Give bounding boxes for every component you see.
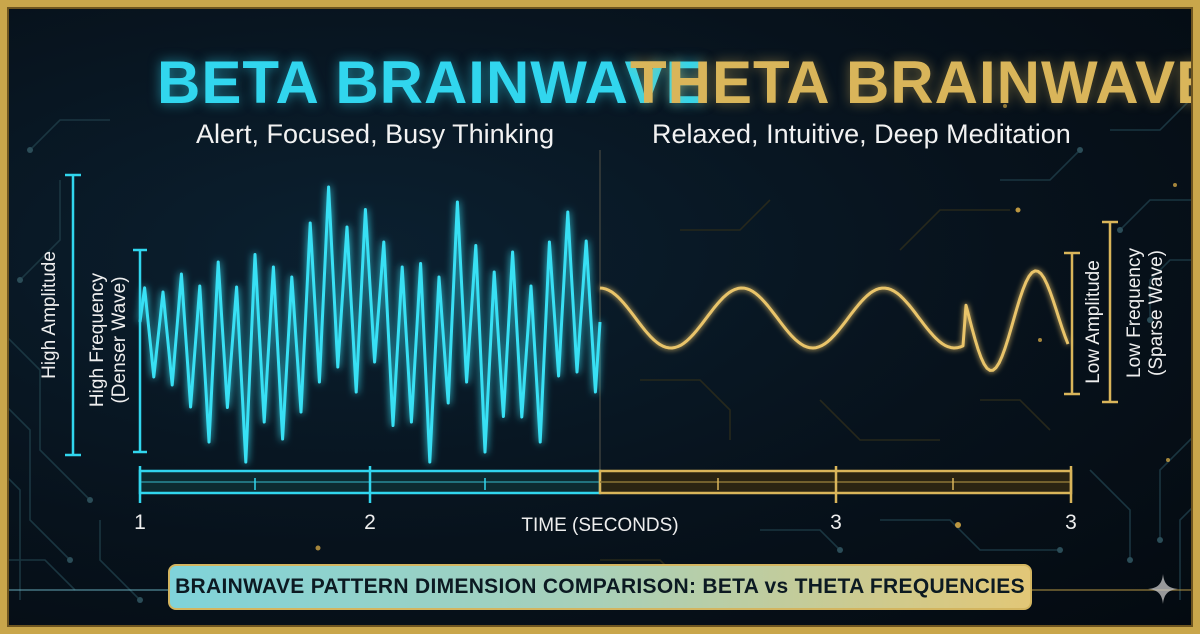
sparkle-icon: [1148, 574, 1178, 604]
time-tick-label: 3: [830, 511, 842, 534]
time-axis: 1 2 3 3 TIME (SECONDS): [134, 466, 1077, 536]
beta-title: BETA BRAINWAVE: [157, 49, 707, 116]
high-amplitude-label: High Amplitude: [39, 251, 60, 379]
low-amplitude-bracket: [1064, 251, 1080, 396]
low-frequency-bracket: [1102, 220, 1118, 404]
comparison-banner: BRAINWAVE PATTERN DIMENSION COMPARISON: …: [168, 564, 1032, 610]
banner-text: BRAINWAVE PATTERN DIMENSION COMPARISON: …: [175, 575, 1025, 598]
theta-title: THETA BRAINWAVE: [630, 49, 1200, 116]
time-tick-label: 3: [1065, 511, 1077, 534]
time-tick-label: 2: [364, 511, 376, 534]
high-frequency-bracket: [133, 248, 147, 454]
low-frequency-label: Low Frequency: [1124, 248, 1145, 378]
denser-wave-label: (Denser Wave): [109, 276, 130, 403]
theta-wave-line: [599, 269, 1070, 372]
time-tick-label: 1: [134, 511, 146, 534]
high-frequency-label: High Frequency: [87, 272, 108, 407]
beta-wave-line: [138, 185, 602, 464]
high-amplitude-bracket: [65, 173, 81, 457]
sparse-wave-label: (Sparse Wave): [1146, 250, 1167, 376]
low-amplitude-label: Low Amplitude: [1083, 260, 1104, 384]
theta-subtitle: Relaxed, Intuitive, Deep Meditation: [652, 119, 1071, 149]
time-axis-label: TIME (SECONDS): [521, 515, 678, 536]
beta-subtitle: Alert, Focused, Busy Thinking: [196, 119, 555, 149]
